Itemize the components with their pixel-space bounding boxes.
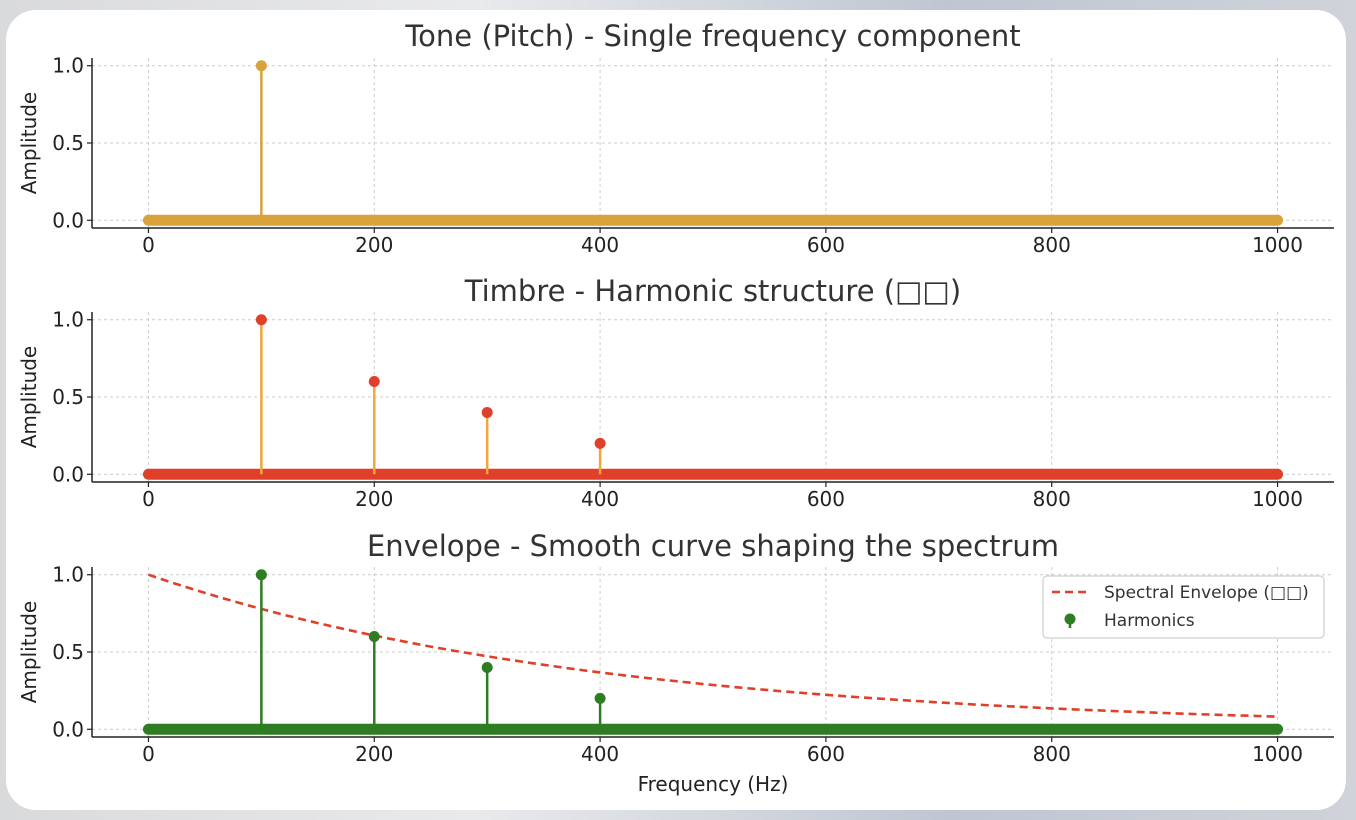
x-tick-label: 800 (1033, 742, 1071, 766)
x-tick-label: 200 (355, 487, 393, 511)
x-tick-label: 400 (581, 742, 619, 766)
y-tick-label: 0.0 (52, 208, 84, 232)
x-tick-label: 200 (355, 233, 393, 257)
stem-marker (594, 692, 606, 704)
x-tick-label: 1000 (1252, 487, 1303, 511)
chart-panel-3: Envelope - Smooth curve shaping the spec… (17, 529, 1334, 796)
x-tick-label: 600 (807, 233, 845, 257)
x-tick-label: 0 (142, 487, 155, 511)
x-tick-label: 0 (142, 233, 155, 257)
y-tick-label: 0.0 (52, 462, 84, 486)
stem-marker (368, 376, 380, 388)
chart-panel-1: Tone (Pitch) - Single frequency componen… (17, 19, 1334, 257)
y-tick-label: 0.0 (52, 717, 84, 741)
x-tick-label: 1000 (1252, 742, 1303, 766)
y-axis-label: Amplitude (17, 601, 41, 704)
x-tick-label: 800 (1033, 233, 1071, 257)
chart-panel-2: Timbre - Harmonic structure (□□) 0 200 400 6… (17, 274, 1334, 511)
legend-label-envelope: Spectral Envelope (□□) (1104, 583, 1309, 603)
legend-box (1042, 575, 1325, 639)
x-tick-label: 200 (355, 742, 393, 766)
y-tick-label: 0.5 (52, 640, 84, 664)
x-tick-label: 800 (1033, 487, 1071, 511)
y-tick-label: 1.0 (52, 54, 84, 78)
stem-marker (255, 314, 267, 326)
stem-marker (255, 60, 267, 72)
y-axis-label: Amplitude (17, 346, 41, 449)
y-tick-label: 0.5 (52, 385, 84, 409)
x-tick-label: 1000 (1252, 233, 1303, 257)
y-axis-label: Amplitude (17, 92, 41, 195)
x-axis-label: Frequency (Hz) (638, 772, 789, 796)
legend-label-harmonics: Harmonics (1104, 611, 1195, 631)
y-tick-label: 1.0 (52, 308, 84, 332)
chart-title: Envelope - Smooth curve shaping the spec… (367, 529, 1059, 563)
y-tick-label: 1.0 (52, 563, 84, 587)
x-tick-label: 600 (807, 742, 845, 766)
x-tick-label: 0 (142, 742, 155, 766)
x-tick-label: 400 (581, 487, 619, 511)
stem-marker (481, 406, 493, 418)
stem-marker (481, 661, 493, 673)
stem-marker (594, 437, 606, 449)
y-tick-label: 0.5 (52, 131, 84, 155)
legend: Spectral Envelope (□□) Harmonics (1042, 575, 1325, 639)
stem-marker (368, 631, 380, 643)
chart-title: Tone (Pitch) - Single frequency componen… (404, 19, 1020, 53)
stem-marker (255, 569, 267, 581)
envelope-curve (148, 573, 1278, 718)
x-tick-label: 400 (581, 233, 619, 257)
legend-marker-swatch (1064, 613, 1076, 625)
chart-title: Timbre - Harmonic structure (□□) (464, 274, 961, 308)
x-tick-label: 600 (807, 487, 845, 511)
